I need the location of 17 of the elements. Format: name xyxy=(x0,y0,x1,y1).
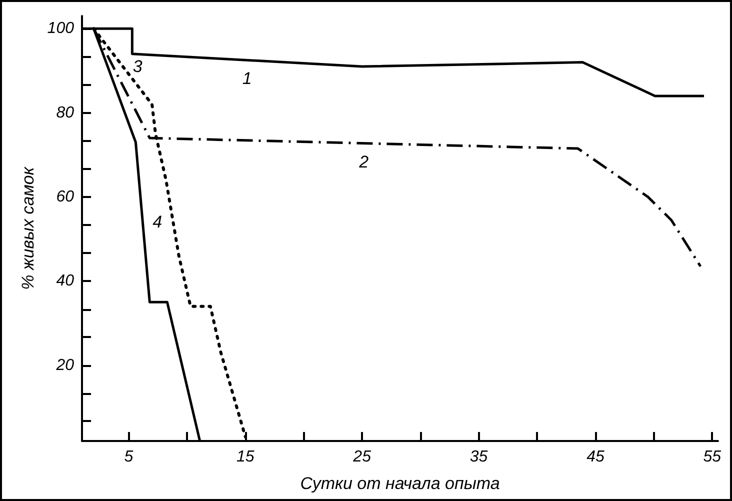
x-tick-label: 45 xyxy=(586,448,604,466)
y-tick-label: 20 xyxy=(55,356,74,374)
y-tick-label: 60 xyxy=(56,188,74,206)
y-tick-label: 100 xyxy=(47,20,74,38)
x-tick-label: 15 xyxy=(236,448,254,466)
x-axis-title: Сутки от начала опыта xyxy=(300,474,500,493)
y-tick-label: 80 xyxy=(56,104,74,122)
series-label: 4 xyxy=(152,212,162,232)
series-label: 2 xyxy=(358,152,370,172)
series-label: 1 xyxy=(242,69,252,88)
x-tick-label: 5 xyxy=(124,448,134,466)
x-tick-label: 35 xyxy=(470,448,488,466)
x-tick-label: 55 xyxy=(703,448,722,466)
y-tick-label: 40 xyxy=(56,272,74,290)
series-label: 3 xyxy=(132,56,143,76)
x-tick-label: 25 xyxy=(352,448,372,466)
y-axis-title: % живых самок xyxy=(18,166,38,290)
